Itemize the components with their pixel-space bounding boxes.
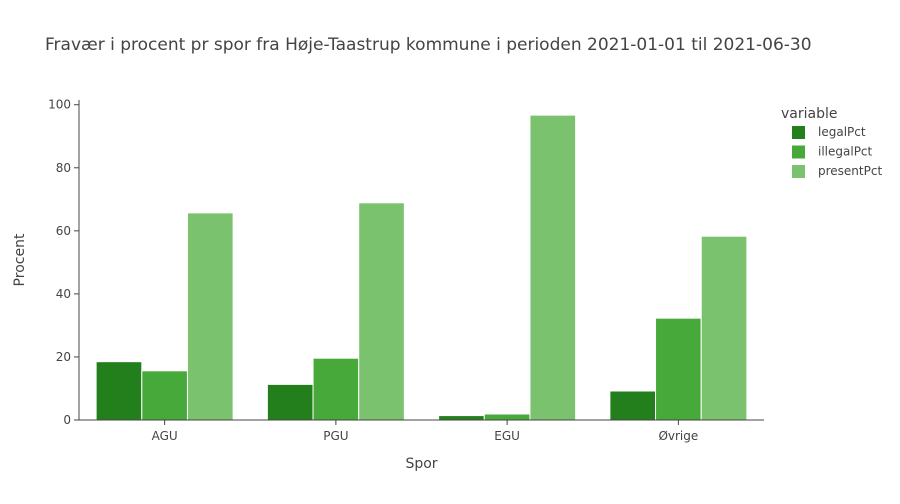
y-axis-title: Procent (12, 233, 28, 286)
bar-presentPct-2[interactable] (529, 114, 577, 421)
plot-area: 0 20 40 60 80 100 AGU PGU EGU Øvrige (48, 98, 764, 443)
y-tick-label: 100 (48, 98, 71, 112)
legend-swatch-presentPct[interactable] (792, 165, 805, 178)
chart-title: Fravær i procent pr spor fra Høje-Taastr… (45, 35, 812, 55)
legend-label-legalPct[interactable]: legalPct (818, 125, 866, 139)
legend: variable legalPct illegalPct presentPct (781, 106, 882, 178)
y-tick-label: 40 (56, 287, 71, 301)
bar-illegalPct-0[interactable] (141, 370, 188, 421)
x-axis-title: Spor (405, 456, 437, 472)
legend-label-illegalPct[interactable]: illegalPct (818, 145, 873, 159)
bar-presentPct-1[interactable] (358, 202, 405, 421)
x-tick-label: PGU (323, 429, 348, 443)
bar-illegalPct-1[interactable] (312, 357, 360, 421)
legend-title: variable (781, 106, 837, 122)
x-tick-label: EGU (494, 429, 520, 443)
bar-legalPct-2[interactable] (438, 415, 485, 421)
bar-illegalPct-2[interactable] (483, 413, 531, 421)
legend-swatch-legalPct[interactable] (792, 126, 805, 139)
bar-presentPct-0[interactable] (186, 212, 234, 421)
y-tick-label: 20 (56, 350, 71, 364)
bar-legalPct-3[interactable] (609, 390, 657, 421)
y-tick-label: 0 (63, 413, 71, 427)
bar-legalPct-1[interactable] (266, 383, 314, 421)
bar-illegalPct-3[interactable] (655, 317, 702, 421)
bar-legalPct-0[interactable] (95, 361, 143, 421)
x-tick-label: Øvrige (658, 429, 698, 443)
y-tick-label: 80 (56, 161, 71, 175)
legend-label-presentPct[interactable]: presentPct (818, 164, 882, 178)
bar-presentPct-3[interactable] (700, 235, 748, 421)
y-tick-label: 60 (56, 224, 71, 238)
x-tick-label: AGU (152, 429, 178, 443)
legend-swatch-illegalPct[interactable] (792, 145, 805, 159)
